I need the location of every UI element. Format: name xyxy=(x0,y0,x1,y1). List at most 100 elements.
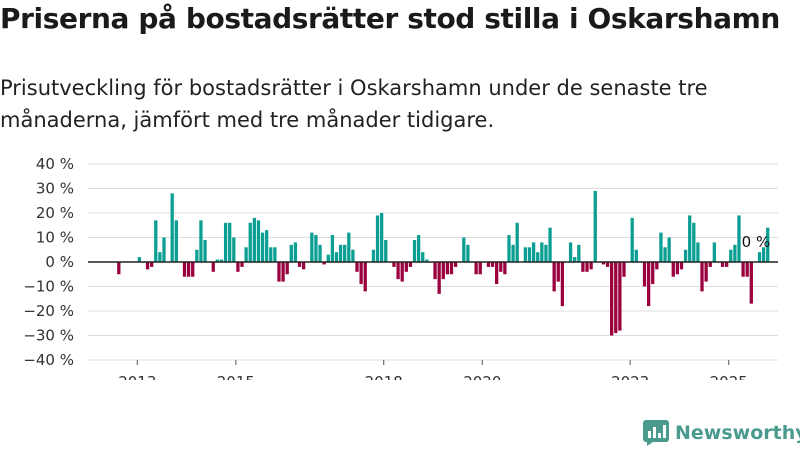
y-tick-label: −20 % xyxy=(23,302,74,320)
bar xyxy=(301,262,306,270)
bar xyxy=(203,239,207,262)
y-tick-label: 20 % xyxy=(36,204,74,222)
bar xyxy=(761,247,766,262)
bar xyxy=(219,259,224,262)
bar xyxy=(437,262,441,294)
bar xyxy=(145,262,150,270)
page-subtitle: Prisutveckling för bostadsrätter i Oskar… xyxy=(0,76,708,132)
bar xyxy=(659,232,663,262)
bar xyxy=(371,249,376,262)
bar xyxy=(671,262,675,277)
bar xyxy=(527,247,532,262)
bar xyxy=(416,235,421,262)
bar xyxy=(265,230,269,262)
bar xyxy=(605,262,610,267)
bar xyxy=(375,215,380,262)
bar xyxy=(683,249,688,262)
bar xyxy=(347,232,351,262)
x-tick-label: 2023 xyxy=(611,373,649,380)
bar xyxy=(560,262,565,307)
bar xyxy=(462,237,466,262)
bar xyxy=(725,262,729,267)
bar xyxy=(568,242,573,262)
bar xyxy=(737,215,741,262)
bar xyxy=(248,222,252,262)
bar xyxy=(766,227,770,262)
bar xyxy=(199,220,203,262)
bar xyxy=(351,249,355,262)
bar xyxy=(425,259,429,262)
bar xyxy=(523,247,528,262)
bar xyxy=(614,262,618,334)
bar xyxy=(757,252,762,262)
bar xyxy=(285,262,289,275)
bar xyxy=(581,262,585,272)
bar xyxy=(589,262,593,270)
bar xyxy=(293,242,298,262)
bar xyxy=(486,262,491,267)
bar xyxy=(688,215,692,262)
bar xyxy=(277,262,281,282)
bar xyxy=(696,242,700,262)
bar xyxy=(310,232,314,262)
bar xyxy=(585,262,589,272)
bar xyxy=(273,247,277,262)
bar xyxy=(708,262,712,267)
y-tick-label: 40 % xyxy=(36,155,74,173)
bar xyxy=(499,262,503,272)
newsworthy-logo-icon xyxy=(643,420,669,446)
bar xyxy=(232,237,236,262)
bar xyxy=(610,262,614,336)
bar xyxy=(601,262,606,265)
bar xyxy=(186,262,191,277)
bar xyxy=(269,247,273,262)
bar xyxy=(692,222,696,262)
bar xyxy=(593,190,597,262)
bar xyxy=(490,262,495,267)
bar xyxy=(466,244,470,262)
bar xyxy=(240,262,244,267)
bar xyxy=(392,262,396,267)
bar xyxy=(404,262,408,272)
bar xyxy=(384,239,388,262)
bar xyxy=(334,252,339,262)
bar xyxy=(503,262,507,275)
bar xyxy=(359,262,363,285)
bar xyxy=(281,262,285,282)
bar xyxy=(642,262,647,287)
bar xyxy=(355,262,359,272)
x-tick-label: 2018 xyxy=(365,373,403,380)
bar xyxy=(679,262,684,270)
bar xyxy=(433,262,437,280)
bar xyxy=(211,262,215,272)
x-tick-label: 2013 xyxy=(118,373,156,380)
bar xyxy=(749,262,753,304)
bar xyxy=(651,262,655,285)
bar xyxy=(536,252,540,262)
bar xyxy=(252,217,256,262)
bar xyxy=(634,249,638,262)
bar xyxy=(474,262,478,275)
bar xyxy=(244,247,248,262)
bar xyxy=(326,254,330,262)
bar-chart: 40 % 30 % 20 % 10 % 0 % −10 % −20 % −30 % −40 % 2… xyxy=(23,155,778,380)
bar xyxy=(531,242,536,262)
bar xyxy=(449,262,454,275)
latest-value-annotation: 0 % xyxy=(742,233,771,251)
bar xyxy=(573,257,577,262)
bar xyxy=(552,262,556,292)
bar xyxy=(215,259,220,262)
bar xyxy=(733,244,737,262)
bar xyxy=(228,222,232,262)
y-tick-label: 10 % xyxy=(36,229,74,247)
bar xyxy=(712,242,716,262)
bar xyxy=(663,247,667,262)
brand-logo: Newsworthy xyxy=(643,419,800,447)
bar xyxy=(343,244,347,262)
bar xyxy=(511,244,515,262)
bar xyxy=(556,262,560,282)
bar xyxy=(170,193,174,262)
bar xyxy=(182,262,187,277)
bar xyxy=(441,262,445,280)
bar xyxy=(646,262,651,307)
